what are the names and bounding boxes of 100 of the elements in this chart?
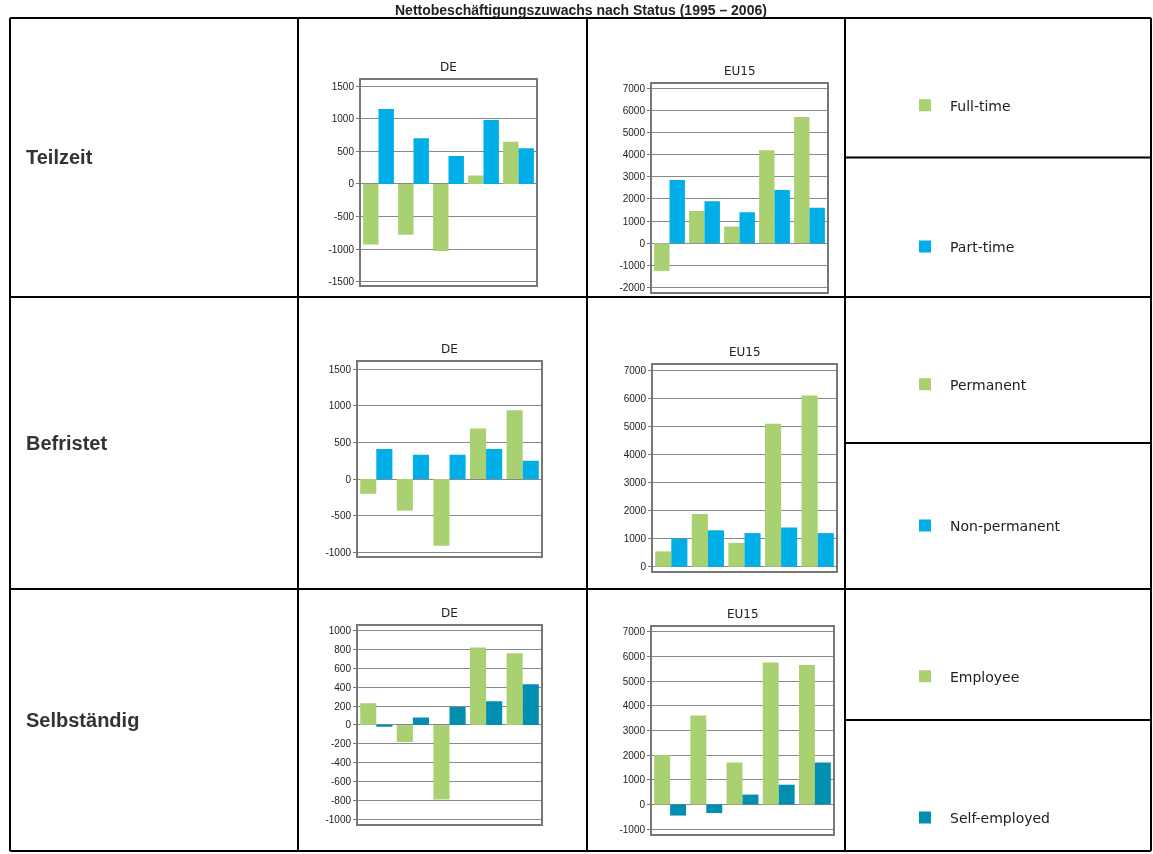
bar <box>781 527 798 567</box>
y-tick-label: -1500 <box>328 276 355 288</box>
bar <box>690 715 707 805</box>
y-tick-label: -1000 <box>619 823 646 835</box>
y-tick-label: 6000 <box>623 392 647 404</box>
bar <box>468 175 484 184</box>
y-tick-label: -500 <box>330 510 352 522</box>
chart-title: DE <box>440 60 457 74</box>
text: Selbständig <box>26 709 140 731</box>
y-tick-label: -1000 <box>328 243 355 255</box>
y-tick-label: 2000 <box>622 749 646 761</box>
bar <box>817 533 834 567</box>
y-tick-label: 1000 <box>328 625 352 637</box>
y-tick-label: 1000 <box>331 113 355 125</box>
bar <box>809 207 825 244</box>
bar <box>522 460 539 480</box>
bar <box>739 212 755 244</box>
y-tick-label: -400 <box>330 757 352 769</box>
y-tick-label: 1000 <box>622 774 646 786</box>
y-tick-label: 1000 <box>328 400 352 412</box>
y-tick-label: -1000 <box>619 259 646 271</box>
bar <box>433 479 450 546</box>
y-tick-label: 1500 <box>328 363 352 375</box>
y-tick-label: -1000 <box>325 813 352 825</box>
y-tick-label: 500 <box>334 436 352 448</box>
bar <box>470 647 487 725</box>
legend-label: Full-time <box>950 97 1011 114</box>
y-tick-label: 0 <box>345 719 352 731</box>
bar <box>654 243 670 271</box>
bar <box>744 533 761 567</box>
bar <box>670 804 687 816</box>
y-tick-label: 1000 <box>623 533 647 545</box>
text: Nettobeschäftigungszuwachs nach Status (1995 – 2006) <box>395 2 767 18</box>
bar <box>728 542 745 567</box>
y-tick-label: 3000 <box>623 477 647 489</box>
bar <box>762 662 779 805</box>
bar <box>778 784 795 805</box>
y-tick-label: 0 <box>345 473 352 485</box>
bar <box>765 423 782 567</box>
bar <box>518 148 534 184</box>
y-tick-label: 7000 <box>623 364 647 376</box>
bar <box>794 116 810 244</box>
bar <box>486 701 503 725</box>
legend-label: Non-permanent <box>950 517 1061 534</box>
bar <box>506 653 523 725</box>
y-tick-label: -1000 <box>325 546 352 558</box>
bar <box>396 479 413 511</box>
bar <box>506 410 523 480</box>
bar <box>801 395 818 567</box>
bar <box>378 109 394 184</box>
bar <box>396 724 413 742</box>
bar <box>360 479 377 494</box>
y-tick-label: 4000 <box>622 700 646 712</box>
bar <box>522 684 539 725</box>
bar <box>470 428 487 480</box>
bar <box>503 141 519 184</box>
y-tick-label: 400 <box>334 681 352 693</box>
bar <box>449 707 466 725</box>
y-tick-label: 0 <box>348 178 355 190</box>
bar <box>413 138 429 184</box>
y-tick-label: -800 <box>330 794 352 806</box>
bar <box>671 538 688 567</box>
text: Permanent <box>950 376 1027 393</box>
y-tick-label: -600 <box>330 776 352 788</box>
bar <box>759 150 775 244</box>
bar <box>669 180 685 244</box>
y-tick-label: 0 <box>639 237 646 249</box>
bar <box>433 724 450 800</box>
y-tick-label: 2000 <box>623 505 647 517</box>
y-tick-label: 0 <box>639 798 646 810</box>
bar <box>724 226 740 244</box>
bar <box>798 665 815 805</box>
y-tick-label: 600 <box>334 662 352 674</box>
y-tick-label: 6000 <box>622 650 646 662</box>
bar <box>726 762 743 805</box>
bar <box>433 183 449 252</box>
bar <box>707 530 724 567</box>
y-tick-label: 5000 <box>622 675 646 687</box>
y-tick-label: -200 <box>330 738 352 750</box>
text: Befristet <box>26 432 108 454</box>
y-tick-label: -500 <box>333 211 355 223</box>
y-tick-label: -2000 <box>619 282 646 294</box>
y-tick-label: 5000 <box>622 126 646 138</box>
text: Employee <box>950 668 1020 685</box>
y-tick-label: 200 <box>334 700 352 712</box>
bar <box>449 454 466 480</box>
legend-label: Part-time <box>950 238 1015 255</box>
bar <box>691 514 708 567</box>
bar <box>486 448 503 480</box>
chart-title: EU15 <box>724 64 756 78</box>
bar <box>706 804 723 814</box>
y-tick-label: 1500 <box>331 80 355 92</box>
bar <box>398 183 414 235</box>
legend-label: Self-employed <box>950 809 1050 826</box>
chart-title: EU15 <box>729 345 761 359</box>
text: Teilzeit <box>26 146 93 168</box>
bar <box>360 703 377 725</box>
bar <box>655 551 672 567</box>
bar <box>376 448 393 480</box>
y-tick-label: 4000 <box>623 449 647 461</box>
